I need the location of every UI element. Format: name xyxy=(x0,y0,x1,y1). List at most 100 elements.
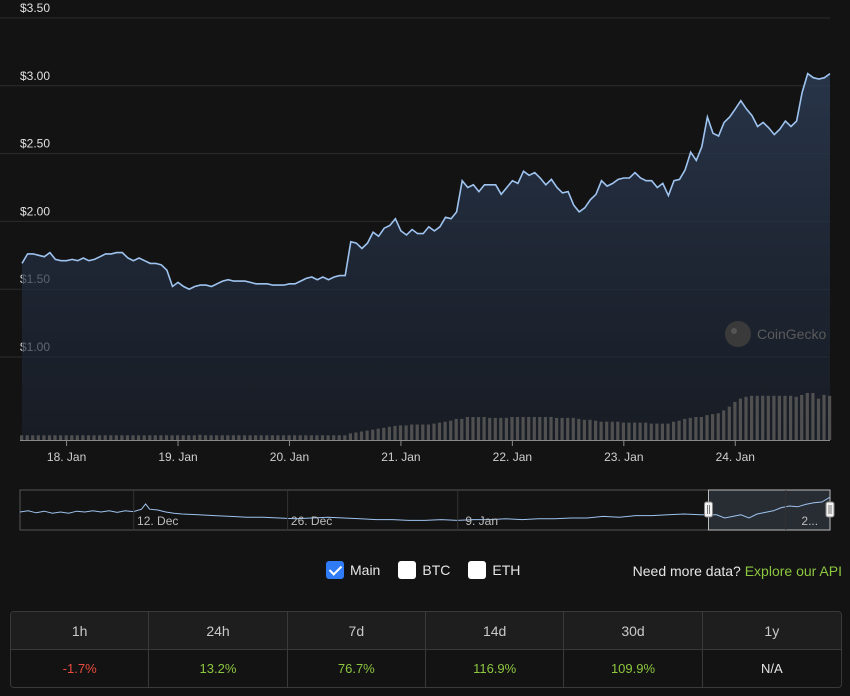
perf-value-30d: 109.9% xyxy=(564,650,703,687)
volume-bar xyxy=(800,394,804,440)
volume-bar xyxy=(142,435,146,440)
volume-bar xyxy=(733,401,737,440)
navigator-handle-left[interactable] xyxy=(704,501,713,518)
volume-bar xyxy=(443,421,447,440)
volume-bar xyxy=(750,395,754,440)
volume-bar xyxy=(120,435,124,440)
volume-bar xyxy=(476,417,481,440)
volume-bar xyxy=(527,417,531,440)
volume-bar xyxy=(644,422,648,440)
volume-bar xyxy=(47,435,52,440)
volume-bar xyxy=(92,435,96,440)
volume-bar xyxy=(549,417,553,440)
volume-bar xyxy=(410,424,414,440)
volume-bar xyxy=(343,435,347,440)
explore-api-link[interactable]: Explore our API xyxy=(744,563,842,579)
volume-bar xyxy=(64,435,68,440)
checkbox-btc[interactable] xyxy=(398,561,417,579)
volume-bar xyxy=(660,423,664,440)
y-tick-label: $2.00 xyxy=(20,204,50,218)
watermark-text: CoinGecko xyxy=(757,326,826,342)
volume-bar xyxy=(482,417,486,440)
volume-bar xyxy=(705,415,709,440)
checkbox-eth[interactable] xyxy=(468,561,487,579)
series-legend: Main BTC ETH xyxy=(326,561,520,579)
volume-bar xyxy=(203,435,208,440)
perf-header-1h: 1h xyxy=(11,612,150,650)
volume-bar xyxy=(326,435,330,440)
volume-bar xyxy=(98,435,102,440)
volume-bar xyxy=(315,435,319,440)
legend-label-eth: ETH xyxy=(492,562,521,578)
volume-bar xyxy=(332,435,336,440)
volume-bar xyxy=(309,435,313,440)
volume-bar xyxy=(521,417,525,440)
perf-value-24h: 13.2% xyxy=(149,650,288,687)
volume-bar xyxy=(555,417,559,440)
volume-bar xyxy=(131,435,135,440)
volume-bar xyxy=(237,435,241,440)
volume-bar xyxy=(187,435,191,440)
volume-bar xyxy=(86,435,91,440)
volume-bar xyxy=(354,432,358,440)
volume-bar xyxy=(594,420,598,440)
volume-bar xyxy=(699,417,703,440)
volume-bar xyxy=(387,426,391,440)
volume-bar xyxy=(605,421,609,440)
legend-label-main: Main xyxy=(350,562,381,578)
volume-bar xyxy=(254,435,258,440)
volume-bar xyxy=(125,435,130,440)
legend-item-eth[interactable]: ETH xyxy=(468,561,520,579)
volume-bar xyxy=(772,395,776,440)
volume-bar xyxy=(59,435,63,440)
volume-bar xyxy=(42,435,46,440)
volume-bar xyxy=(510,417,514,440)
price-line xyxy=(21,72,831,291)
y-tick-label: $3.50 xyxy=(20,1,50,15)
volume-bar xyxy=(454,418,458,441)
legend-item-btc[interactable]: BTC xyxy=(398,561,450,579)
volume-bar xyxy=(738,398,742,440)
volume-bar xyxy=(398,425,403,440)
volume-bar xyxy=(53,435,57,440)
legend-item-main[interactable]: Main xyxy=(326,561,380,579)
volume-bar xyxy=(359,431,364,440)
volume-bar xyxy=(816,398,821,440)
volume-bar xyxy=(744,396,748,440)
volume-bar xyxy=(588,419,592,440)
x-tick-label: 21. Jan xyxy=(381,450,420,464)
volume-bar xyxy=(20,435,24,440)
volume-bar xyxy=(248,435,252,440)
volume-bar xyxy=(805,393,809,440)
volume-bar xyxy=(610,421,614,440)
volume-bar xyxy=(192,435,196,440)
volume-bar xyxy=(577,418,581,441)
volume-bar xyxy=(761,395,765,440)
volume-bar xyxy=(627,422,631,440)
volume-bar xyxy=(783,395,787,440)
navigator-label: 26. Dec xyxy=(291,514,332,528)
volume-bar xyxy=(677,420,681,440)
volume-bar xyxy=(270,435,274,440)
volume-bar xyxy=(722,410,726,440)
checkbox-main[interactable] xyxy=(326,561,344,579)
volume-bar xyxy=(655,423,659,440)
volume-bar xyxy=(348,433,352,440)
x-tick-label: 23. Jan xyxy=(604,450,643,464)
volume-bar xyxy=(515,417,520,440)
perf-value-7d: 76.7% xyxy=(287,650,426,687)
volume-bar xyxy=(828,395,832,440)
navigator-label: 9. Jan xyxy=(465,514,498,528)
volume-bar xyxy=(543,417,547,440)
perf-value-1y: N/A xyxy=(702,650,841,687)
volume-bar xyxy=(638,422,642,440)
volume-bar xyxy=(504,417,508,440)
perf-value-14d: 116.9% xyxy=(425,650,565,687)
volume-bar xyxy=(404,425,408,440)
volume-bar xyxy=(170,435,174,440)
volume-bar xyxy=(181,435,185,440)
volume-bar xyxy=(75,435,79,440)
navigator-handle-right[interactable] xyxy=(825,501,835,518)
